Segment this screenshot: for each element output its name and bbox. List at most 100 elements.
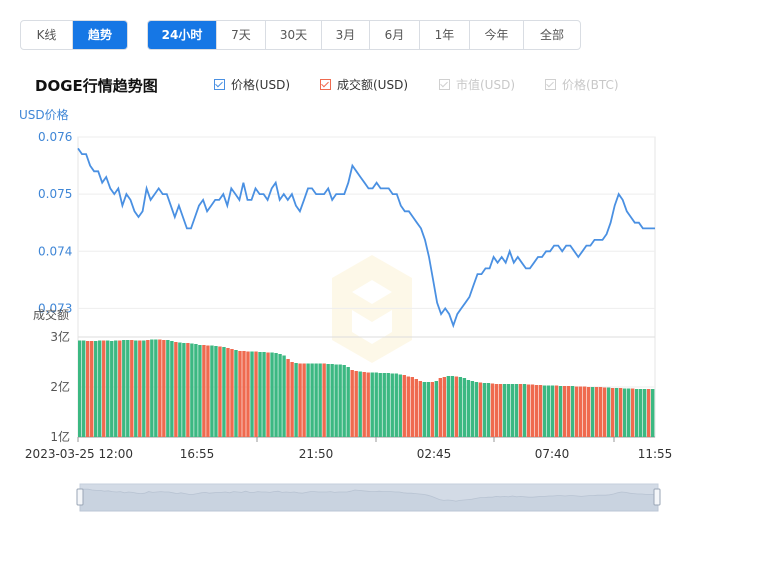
x-tick-label: 02:45: [417, 447, 452, 461]
x-tick-label: 2023-03-25 12:00: [25, 447, 133, 461]
legend-price-btc[interactable]: 价格(BTC): [545, 76, 619, 93]
volume-bar: [338, 364, 342, 437]
navigator-handle[interactable]: [76, 488, 84, 506]
navigator-handle[interactable]: [653, 488, 661, 506]
tab-kline[interactable]: K线: [21, 21, 73, 49]
tab-30d[interactable]: 30天: [266, 21, 322, 49]
volume-bar: [270, 352, 274, 437]
tab-24h[interactable]: 24小时: [148, 21, 217, 49]
volume-bar: [566, 386, 571, 437]
volume-bar: [334, 364, 338, 437]
legend-marketcap-usd[interactable]: 市值(USD): [439, 76, 515, 93]
volume-bar: [602, 387, 607, 437]
checkbox-icon: [545, 79, 556, 90]
volume-bar: [174, 342, 178, 437]
x-tick-label: 16:55: [180, 447, 215, 461]
volume-bar: [518, 384, 523, 437]
volume-bar: [250, 351, 254, 437]
tab-6m[interactable]: 6月: [370, 21, 420, 49]
legend-label: 价格(BTC): [562, 78, 619, 92]
volume-bar: [234, 350, 238, 437]
chart-title: DOGE行情趋势图: [35, 77, 158, 95]
x-tick-label: 07:40: [535, 447, 570, 461]
volume-bar: [286, 359, 290, 437]
volume-bar: [242, 351, 246, 437]
tab-ytd[interactable]: 今年: [470, 21, 524, 49]
checkbox-icon: [214, 79, 225, 90]
volume-bar: [302, 363, 306, 437]
volume-bar: [194, 344, 198, 437]
volume-bar: [310, 363, 314, 437]
volume-bar: [586, 387, 591, 437]
volume-bar: [434, 381, 439, 437]
volume-bar: [650, 389, 655, 437]
volume-bar: [182, 343, 186, 437]
volume-bar: [326, 364, 330, 437]
volume-bar: [82, 340, 86, 437]
volume-bar: [350, 370, 354, 437]
volume-bar: [158, 339, 162, 437]
volume-bar: [510, 384, 515, 437]
volume-bar: [558, 386, 563, 437]
volume-bar: [90, 341, 94, 437]
volume-bar: [330, 364, 334, 437]
volume-bar: [226, 348, 230, 437]
volume-bar: [506, 384, 511, 437]
volume-bar: [578, 386, 583, 437]
volume-bar: [114, 340, 118, 437]
volume-bar: [534, 385, 539, 437]
volume-bar: [254, 351, 258, 437]
volume-bar: [298, 363, 302, 437]
volume-bar: [266, 352, 270, 437]
volume-bar: [282, 355, 286, 437]
volume-bar: [106, 340, 110, 437]
volume-bar: [474, 382, 479, 437]
volume-bar: [162, 340, 166, 437]
checkbox-icon: [439, 79, 450, 90]
volume-bar: [618, 388, 623, 437]
volume-bar: [522, 384, 527, 437]
volume-bar: [238, 351, 242, 437]
volume-bar: [122, 340, 126, 437]
volume-bar: [590, 387, 595, 437]
tab-1y[interactable]: 1年: [420, 21, 470, 49]
volume-bar: [126, 340, 130, 437]
volume-bar: [526, 384, 531, 437]
volume-bar: [214, 346, 218, 437]
volume-axis-title: 成交额: [33, 307, 69, 322]
volume-bar: [502, 384, 507, 437]
volume-tick-label: 3亿: [50, 329, 70, 344]
tab-all[interactable]: 全部: [539, 28, 564, 42]
volume-bar: [354, 371, 358, 437]
volume-bar: [538, 385, 543, 437]
volume-bar: [462, 378, 467, 437]
volume-bar: [546, 385, 551, 437]
volume-bar: [358, 371, 362, 437]
range-navigator[interactable]: [76, 483, 661, 512]
volume-bar: [562, 386, 567, 437]
volume-bar: [262, 352, 266, 437]
volume-bar: [446, 376, 451, 437]
volume-bar: [134, 340, 138, 437]
volume-bar: [494, 384, 499, 437]
volume-bar: [110, 341, 114, 437]
volume-bar: [422, 382, 427, 437]
volume-bar: [550, 385, 555, 437]
volume-bar: [450, 376, 455, 437]
x-tick-label: 21:50: [299, 447, 334, 461]
volume-bars: [78, 339, 655, 437]
tab-3m[interactable]: 3月: [322, 21, 370, 49]
watermark-logo-icon: [332, 255, 412, 363]
tab-7d[interactable]: 7天: [217, 21, 266, 49]
tab-trend[interactable]: 趋势: [73, 21, 127, 49]
volume-bar: [362, 372, 366, 437]
volume-bar: [374, 372, 378, 437]
volume-bar: [222, 347, 226, 437]
legend-price-usd[interactable]: 价格(USD): [214, 76, 290, 93]
volume-bar: [198, 345, 202, 437]
volume-bar: [178, 342, 182, 437]
volume-bar: [638, 389, 643, 437]
legend-volume-usd[interactable]: 成交额(USD): [320, 76, 408, 93]
volume-bar: [290, 362, 294, 437]
